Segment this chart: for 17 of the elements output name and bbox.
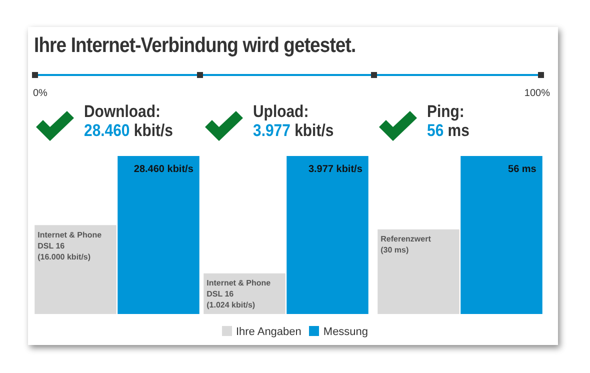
chart-subtitle: 3.977 kbit/s xyxy=(253,121,334,140)
legend-label: Ihre Angaben xyxy=(236,326,302,338)
legend-label: Messung xyxy=(323,326,368,338)
chart-title: Download: xyxy=(84,102,162,121)
text: Ihre Internet-Verbindung wird getestet. xyxy=(34,34,356,58)
data-label: Internet & Phone DSL 16 (16.000 kbit/s) xyxy=(38,230,102,262)
text: 100% xyxy=(524,88,550,99)
chart-subtitle: 28.460 kbit/s xyxy=(84,121,173,140)
data-label: 56 ms xyxy=(508,164,537,175)
chart-subtitle: 56 ms xyxy=(427,121,470,140)
chart-title: Upload: xyxy=(253,102,310,121)
data-label: 3.977 kbit/s xyxy=(308,164,363,175)
chart-title: Ping: xyxy=(427,102,466,121)
data-label: Referenzwert (30 ms) xyxy=(380,234,432,255)
data-label: 28.460 kbit/s xyxy=(134,164,194,175)
data-label: Internet & Phone DSL 16 (1.024 kbit/s) xyxy=(206,278,272,310)
text: 0% xyxy=(33,88,48,99)
